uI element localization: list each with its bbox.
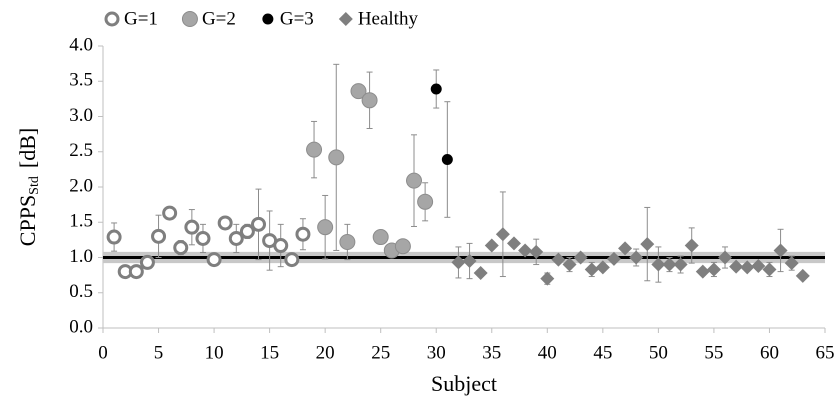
point xyxy=(173,240,189,256)
point xyxy=(551,252,566,267)
x-tick-label: 5 xyxy=(154,342,164,363)
point xyxy=(451,255,466,270)
legend-marker xyxy=(338,12,353,26)
point xyxy=(784,256,799,271)
point xyxy=(606,251,621,266)
x-tick-label: 45 xyxy=(593,342,612,363)
point xyxy=(151,228,167,244)
x-tick-label: 15 xyxy=(260,342,279,363)
x-tick-label: 20 xyxy=(316,342,335,363)
y-axis-label-unit: [dB] xyxy=(15,128,40,168)
point xyxy=(773,243,788,258)
point xyxy=(306,141,323,158)
point xyxy=(595,260,610,275)
point xyxy=(518,243,533,258)
point xyxy=(740,260,755,275)
y-axis-label: CPPSStd [dB] xyxy=(15,128,42,246)
x-tick-label: 60 xyxy=(760,342,779,363)
point xyxy=(495,227,510,242)
point xyxy=(184,219,200,235)
y-tick-label: 0.5 xyxy=(69,281,93,302)
point xyxy=(540,271,555,286)
point xyxy=(206,252,222,268)
point xyxy=(295,226,311,242)
point xyxy=(562,257,577,272)
point xyxy=(662,257,677,272)
y-tick-label: 4.0 xyxy=(69,34,93,55)
y-tick-label: 1.5 xyxy=(69,211,93,232)
point xyxy=(430,83,442,95)
point xyxy=(195,230,211,246)
point xyxy=(718,250,733,265)
x-tick-label: 40 xyxy=(538,342,557,363)
legend-label: G=1 xyxy=(124,8,158,29)
point xyxy=(417,193,434,210)
point xyxy=(217,215,233,231)
point xyxy=(695,264,710,279)
point xyxy=(618,241,633,256)
x-tick-label: 55 xyxy=(704,342,723,363)
point xyxy=(394,238,411,255)
point xyxy=(317,219,334,236)
legend-marker xyxy=(262,13,274,25)
point xyxy=(462,254,477,269)
point xyxy=(106,229,122,245)
x-axis-label: Subject xyxy=(431,371,497,396)
legend-label: G=3 xyxy=(280,8,314,29)
point xyxy=(139,254,155,270)
x-tick-label: 30 xyxy=(427,342,446,363)
point xyxy=(372,229,389,246)
y-tick-label: 2.5 xyxy=(69,140,93,161)
point xyxy=(284,252,300,268)
x-tick-label: 25 xyxy=(371,342,390,363)
point xyxy=(484,238,499,253)
point xyxy=(529,244,544,259)
point xyxy=(629,250,644,265)
point xyxy=(795,268,810,283)
x-tick-label: 10 xyxy=(205,342,224,363)
point xyxy=(706,262,721,277)
x-tick-label: 35 xyxy=(482,342,501,363)
y-axis-label-main: CPPS xyxy=(15,195,40,246)
point xyxy=(729,259,744,274)
point xyxy=(651,257,666,272)
point xyxy=(751,258,766,273)
point xyxy=(441,154,453,166)
point xyxy=(128,264,144,280)
point xyxy=(339,233,356,250)
point xyxy=(584,262,599,277)
x-tick-label: 50 xyxy=(649,342,668,363)
x-tick-label: 0 xyxy=(98,342,108,363)
point xyxy=(361,92,378,109)
x-tick-label: 65 xyxy=(816,342,835,363)
y-tick-label: 0.0 xyxy=(69,316,93,337)
y-axis-label-sub: Std xyxy=(27,176,42,195)
legend-label: G=2 xyxy=(202,8,236,29)
point xyxy=(573,250,588,265)
legend-label: Healthy xyxy=(358,8,419,29)
point xyxy=(673,257,688,272)
point xyxy=(406,172,423,189)
point xyxy=(640,237,655,252)
y-tick-label: 3.0 xyxy=(69,105,93,126)
point xyxy=(473,266,488,281)
point xyxy=(273,238,289,254)
point xyxy=(328,149,345,166)
point xyxy=(239,223,255,239)
legend-marker xyxy=(181,11,198,27)
point xyxy=(251,216,267,232)
y-tick-label: 3.5 xyxy=(69,70,93,91)
y-tick-label: 2.0 xyxy=(69,175,93,196)
point xyxy=(762,262,777,277)
point xyxy=(228,230,244,246)
point xyxy=(684,238,699,253)
legend-marker xyxy=(104,11,120,27)
point xyxy=(506,236,521,251)
point xyxy=(350,83,367,100)
y-tick-label: 1.0 xyxy=(69,246,93,267)
point xyxy=(162,205,178,221)
